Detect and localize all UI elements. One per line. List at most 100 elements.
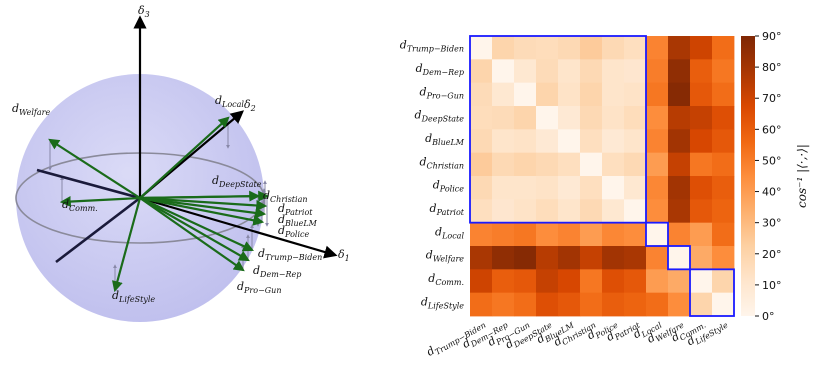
vector-progun	[139, 197, 245, 272]
vector-arrows	[48, 116, 270, 293]
heatmap-cell	[470, 129, 493, 154]
axis-neg-lower	[55, 196, 141, 264]
heatmap-cell	[536, 222, 559, 247]
heatmap-cell	[514, 292, 537, 317]
heatmap-cell	[470, 176, 493, 200]
row-label: dPolice	[433, 179, 465, 194]
heatmap-cell	[668, 152, 691, 177]
heatmap-cell	[624, 129, 647, 154]
heatmap-cell	[558, 129, 581, 154]
heatmap-cell	[514, 222, 537, 247]
heatmap-cell	[668, 129, 691, 154]
heatmap-cell	[470, 199, 493, 224]
heatmap-cell	[580, 222, 603, 247]
vector-label-demrep: dDem−Rep	[253, 264, 301, 279]
heatmap-cell	[690, 292, 713, 317]
row-label: dWelfare	[426, 249, 464, 264]
heatmap-cell	[646, 36, 669, 60]
heatmap-cell	[668, 59, 691, 84]
vector-demrep	[139, 197, 250, 262]
heatmap-cell	[470, 106, 493, 130]
axis-label-d3: δ3	[138, 4, 150, 19]
colorbar-tick-label: 50°	[762, 154, 782, 167]
heatmap-cell	[580, 176, 603, 200]
vector-label-christian: dChristian	[263, 189, 308, 204]
vector-label-trump: dTrump−Biden	[258, 247, 322, 262]
heatmap-cell	[514, 129, 537, 154]
heatmap-cell	[536, 246, 559, 270]
vector-label-bluelm: dBlueLM	[278, 213, 318, 228]
basis-axes: δ3 δ2 δ1	[36, 4, 350, 264]
heatmap-cell	[470, 59, 493, 84]
heatmap-cell	[536, 82, 559, 107]
heatmap-cell	[492, 59, 515, 84]
heatmap-cell	[712, 36, 735, 60]
heatmap-cell	[690, 246, 713, 270]
heatmap-cell	[492, 106, 515, 130]
heatmap-cell	[646, 292, 669, 317]
colorbar-tick-label: 20°	[762, 248, 782, 261]
heatmap-cell	[558, 199, 581, 224]
vector-label-lifestyle: dLifeStyle	[112, 289, 155, 304]
heatmap-cell	[712, 292, 735, 317]
heatmap-cell	[536, 152, 559, 177]
heatmap-cell	[580, 106, 603, 130]
heatmap-cell	[492, 152, 515, 177]
colorbar-tick-label: 60°	[762, 123, 782, 136]
heatmap-cell	[536, 199, 559, 224]
heatmap-cell	[646, 129, 669, 154]
heatmap-cell	[624, 222, 647, 247]
heatmap-cell	[514, 152, 537, 177]
axis-label-d2: δ2	[244, 98, 256, 113]
heatmap-cell	[558, 246, 581, 270]
heatmap-cell	[690, 269, 713, 294]
heatmap-cell	[558, 36, 581, 60]
heatmap-cell	[602, 176, 625, 200]
colorbar-tick-label: 90°	[762, 30, 782, 43]
axis-neg-left	[36, 168, 141, 200]
heatmap-cell	[514, 82, 537, 107]
heatmap-cell	[580, 36, 603, 60]
heatmap-cell	[558, 59, 581, 84]
axis-label-d1: δ1	[338, 248, 350, 263]
vector-lifestyle	[112, 197, 142, 293]
row-label: dDem−Rep	[416, 62, 464, 77]
heatmap-cell	[492, 36, 515, 60]
heatmap-cell	[580, 269, 603, 294]
heatmap-cell	[536, 292, 559, 317]
colorbar-tick-label: 30°	[762, 217, 782, 230]
heatmap-cell	[712, 199, 735, 224]
heatmap-cell	[624, 59, 647, 84]
heatmap-cell	[690, 82, 713, 107]
colorbar-label: cos⁻¹ |⟨·,·⟩|	[795, 144, 809, 208]
heatmap-cell	[580, 59, 603, 84]
heatmap-cell	[602, 106, 625, 130]
heatmap-cell	[668, 176, 691, 200]
heatmap-cell	[470, 36, 493, 60]
heatmap-cell	[690, 36, 713, 60]
heatmap-cell	[646, 152, 669, 177]
heatmap-cell	[580, 152, 603, 177]
heatmap-cell	[558, 269, 581, 294]
row-label: dDeepState	[415, 109, 465, 124]
heatmap-cell	[602, 59, 625, 84]
vector-label-progun: dPro−Gun	[237, 280, 281, 295]
heatmap-cell	[646, 82, 669, 107]
heatmap-cell	[514, 246, 537, 270]
heatmap-cell	[624, 176, 647, 200]
heatmap-cell	[668, 269, 691, 294]
heatmap-cell	[558, 82, 581, 107]
heatmap-cell	[602, 82, 625, 107]
heatmap-cell	[602, 269, 625, 294]
heatmap-cell	[668, 36, 691, 60]
column-labels: dTrump−BidendDem−RepdPro−GundDeepStatedB…	[424, 320, 729, 359]
heatmap-cell	[624, 269, 647, 294]
heatmap-cell	[712, 222, 735, 247]
group-box	[667, 245, 691, 271]
heatmap-cell	[646, 222, 669, 247]
heatmap-cell	[624, 292, 647, 317]
heatmap-cell	[470, 222, 493, 247]
heatmap-cell	[668, 106, 691, 130]
vector-comm	[59, 196, 141, 208]
heatmap-cell	[602, 292, 625, 317]
